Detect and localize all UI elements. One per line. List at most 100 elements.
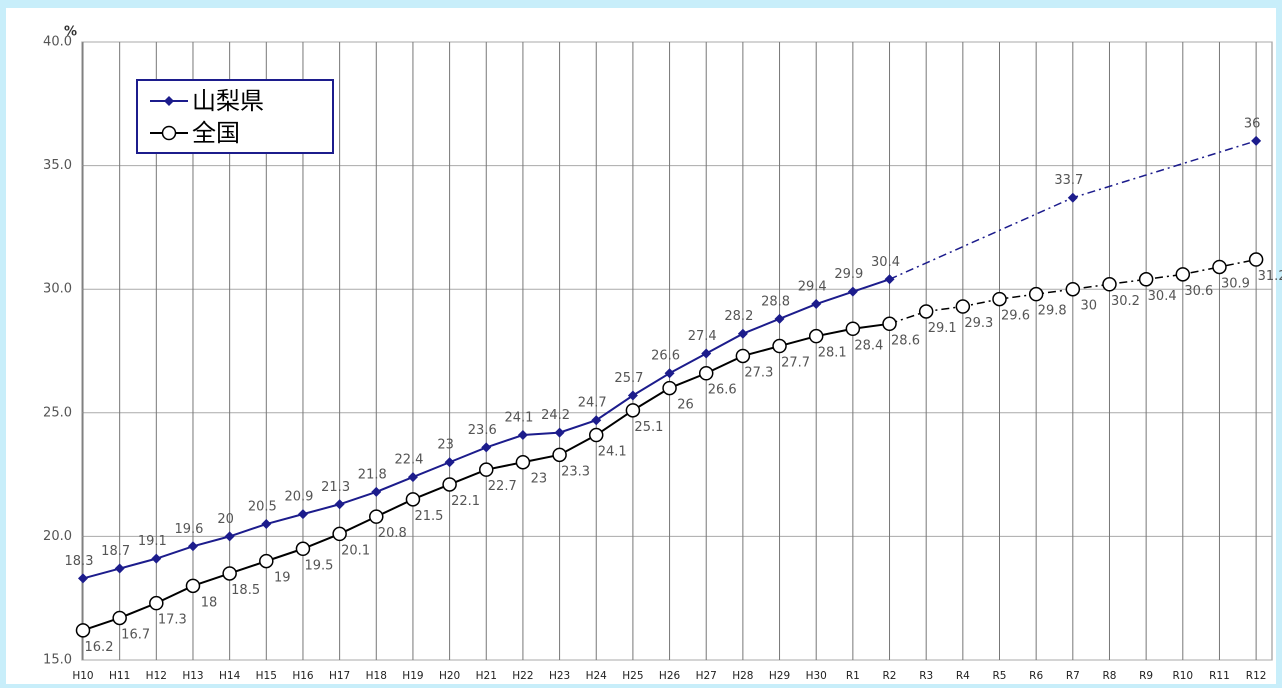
y-tick-label: 15.0 [43,653,72,668]
marker [114,563,125,574]
data-label: 29.1 [928,321,957,336]
data-label: 31.2 [1258,269,1282,284]
data-label: 24.2 [541,408,570,423]
x-tick-label: R12 [1246,670,1267,682]
data-label: 27.4 [688,329,717,344]
y-tick-label: 30.0 [43,282,72,297]
data-label: 18 [201,595,218,610]
data-label: 30.2 [1111,294,1140,309]
marker [1212,259,1227,275]
marker [918,304,934,319]
marker [701,348,712,359]
x-tick-label: R1 [846,670,860,682]
data-label: 19.5 [304,558,333,573]
marker [78,573,88,584]
x-tick-label: R5 [993,670,1007,682]
y-unit: % [64,25,77,40]
marker [187,541,198,552]
marker [1065,281,1081,297]
marker [698,365,714,381]
data-label: 23.3 [561,464,590,479]
y-tick-label: 35.0 [43,158,72,173]
x-tick-label: H14 [219,670,241,682]
marker [772,338,787,354]
data-label: 36 [1244,116,1261,131]
x-tick-label: H25 [622,670,643,682]
marker [515,454,531,470]
data-label: 18.5 [231,583,260,598]
data-label: 30.9 [1221,276,1250,291]
marker [481,442,492,453]
marker [774,313,785,324]
x-tick-label: H22 [512,670,533,682]
data-label: 21.3 [321,480,350,495]
data-label: 29.3 [964,316,993,331]
data-label: 16.2 [85,640,114,655]
x-tick-label: H15 [256,670,277,682]
x-tick-label: H17 [329,670,350,682]
marker [369,509,384,524]
marker [955,299,971,314]
marker [444,457,455,468]
data-label: 28.8 [761,294,790,309]
data-label: 30.6 [1184,284,1213,299]
x-tick-label: H29 [769,670,790,682]
marker [297,509,308,520]
data-label: 20.1 [341,543,370,558]
marker [1138,272,1154,287]
marker [259,553,274,569]
marker [1251,135,1262,146]
data-label: 21.5 [414,509,443,524]
marker [1175,267,1191,282]
data-label: 20.5 [248,500,277,515]
marker [588,427,604,443]
marker [1102,277,1117,292]
marker [442,477,457,492]
x-tick-label: R6 [1029,670,1043,682]
marker [735,348,751,364]
data-label: 22.1 [451,494,480,509]
x-tick-label: R11 [1209,670,1230,682]
marker [1067,192,1078,203]
data-label: 30.4 [1148,289,1177,304]
legend-label: 山梨県 [192,87,264,115]
marker [151,553,162,564]
x-tick-label: H10 [72,670,93,682]
marker [407,472,418,483]
x-tick-label: R2 [883,670,897,682]
x-tick-label: H28 [732,670,753,682]
data-label: 23.6 [468,423,497,438]
data-label: 18.3 [65,554,94,569]
data-label: 33.7 [1054,173,1083,188]
data-label: 27.7 [781,356,810,371]
x-tick-label: H23 [549,670,570,682]
data-label: 20 [217,512,234,527]
marker [371,486,382,497]
marker [405,492,421,507]
data-label: 30.4 [871,255,900,270]
x-tick-label: H18 [366,670,387,682]
y-tick-label: 25.0 [43,405,72,420]
marker [224,531,235,542]
data-label: 19 [274,571,291,586]
marker [811,299,822,310]
marker [591,415,602,426]
data-label: 20.9 [284,490,313,505]
data-label: 26.6 [651,349,680,364]
legend-box [136,79,334,154]
marker [185,578,201,594]
marker [261,519,272,530]
marker [112,610,127,626]
data-label: 27.3 [744,365,773,380]
data-label: 29.9 [834,267,863,282]
marker [554,427,565,438]
marker [332,526,347,542]
marker [882,316,897,332]
marker [1248,252,1264,267]
data-label: 24.1 [504,411,533,426]
data-label: 25.1 [634,420,663,435]
marker [737,328,748,339]
data-label: 25.7 [614,371,643,386]
x-tick-label: H27 [696,670,717,682]
marker [664,368,675,379]
